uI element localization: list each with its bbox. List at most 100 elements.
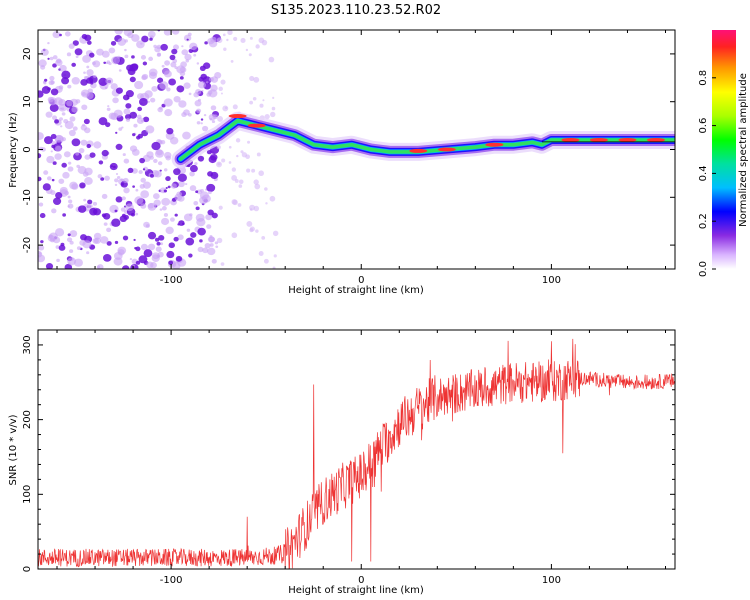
noise-speck	[63, 151, 71, 158]
noise-speck	[140, 203, 147, 209]
noise-speck	[165, 226, 174, 235]
x-tick-label: 100	[542, 275, 561, 286]
spectrogram-x-label: Height of straight line (km)	[288, 285, 424, 296]
noise-speck	[59, 186, 68, 195]
noise-speck	[155, 237, 160, 242]
noise-speck	[163, 98, 173, 107]
snr-series	[38, 338, 675, 569]
noise-speck	[138, 170, 143, 174]
noise-speck	[113, 257, 123, 266]
noise-speck	[59, 117, 63, 121]
noise-speck	[166, 87, 171, 92]
noise-speck	[173, 95, 181, 103]
snr-ticks: -100 0 100 0 100 200 300	[22, 329, 675, 586]
noise-speck	[86, 251, 90, 255]
noise-speck	[254, 183, 261, 190]
ridge-hotspot	[247, 123, 266, 128]
colorbar-tick-label: 0.0	[698, 261, 709, 277]
noise-speck	[137, 106, 143, 112]
noise-speck	[210, 105, 217, 111]
noise-speck	[149, 155, 154, 160]
noise-speck	[177, 180, 185, 188]
noise-speck	[230, 59, 234, 63]
noise-speck	[125, 117, 131, 122]
noise-speck	[59, 64, 67, 72]
noise-speck	[147, 243, 156, 251]
noise-speck	[214, 241, 219, 245]
noise-speck	[208, 77, 214, 82]
noise-speck	[209, 234, 213, 238]
noise-speck	[50, 133, 57, 140]
noise-speck	[147, 231, 157, 240]
noise-speck	[67, 161, 72, 165]
noise-speck	[240, 150, 244, 154]
noise-speck	[110, 165, 114, 168]
noise-speck	[253, 179, 259, 185]
noise-speck	[189, 42, 198, 51]
noise-speck	[233, 36, 238, 41]
noise-speck	[163, 30, 172, 36]
noise-speck	[61, 162, 67, 168]
noise-speck	[61, 112, 66, 116]
noise-speck	[212, 114, 218, 120]
noise-speck	[220, 262, 225, 266]
noise-speck	[241, 152, 248, 158]
noise-speck	[138, 97, 148, 106]
noise-speck	[104, 86, 108, 90]
noise-speck	[71, 76, 80, 85]
noise-speck	[118, 127, 123, 131]
noise-speck	[170, 61, 177, 68]
noise-speck	[68, 199, 73, 204]
noise-speck	[163, 189, 167, 193]
noise-speck	[129, 111, 138, 119]
noise-speck	[195, 206, 200, 211]
noise-speck	[145, 224, 150, 228]
noise-speck	[56, 258, 60, 263]
noise-speck	[106, 107, 111, 112]
noise-speck	[168, 242, 175, 249]
noise-speck	[115, 143, 123, 151]
noise-speck	[123, 108, 131, 115]
noise-speck	[252, 96, 257, 101]
noise-speck	[154, 149, 165, 158]
noise-speck	[161, 217, 170, 226]
noise-speck	[112, 97, 119, 104]
noise-speck	[223, 47, 227, 51]
noise-speck	[125, 203, 134, 212]
noise-speck	[114, 209, 118, 213]
noise-speck	[237, 203, 242, 207]
noise-speck	[211, 120, 216, 124]
noise-speck	[153, 158, 158, 164]
noise-speck	[122, 177, 129, 184]
noise-speck	[163, 213, 169, 217]
noise-speck	[68, 43, 75, 49]
noise-speck	[163, 70, 172, 78]
noise-speck	[66, 52, 72, 57]
noise-speck	[86, 69, 94, 76]
noise-speck	[75, 99, 81, 104]
noise-speck	[43, 136, 53, 145]
noise-speck	[149, 174, 154, 178]
noise-speck	[193, 53, 197, 57]
noise-speck	[202, 247, 209, 254]
noise-speck	[52, 31, 61, 39]
noise-speck	[38, 153, 42, 159]
noise-speck	[108, 47, 116, 54]
noise-speck	[122, 265, 130, 269]
noise-speck	[69, 249, 74, 253]
noise-speck	[88, 52, 95, 58]
noise-speck	[207, 90, 213, 95]
noise-speck	[272, 266, 276, 269]
y-tick-label: 300	[22, 335, 33, 354]
noise-speck	[38, 245, 45, 251]
noise-speck	[143, 166, 149, 172]
noise-speck	[75, 55, 79, 58]
noise-speck	[116, 175, 121, 180]
noise-speck	[58, 244, 66, 251]
noise-speck	[271, 106, 276, 111]
noise-speck	[52, 63, 57, 68]
noise-speck	[67, 257, 77, 266]
ridge-hotspot	[646, 137, 665, 142]
y-tick-label: 0	[22, 146, 33, 152]
